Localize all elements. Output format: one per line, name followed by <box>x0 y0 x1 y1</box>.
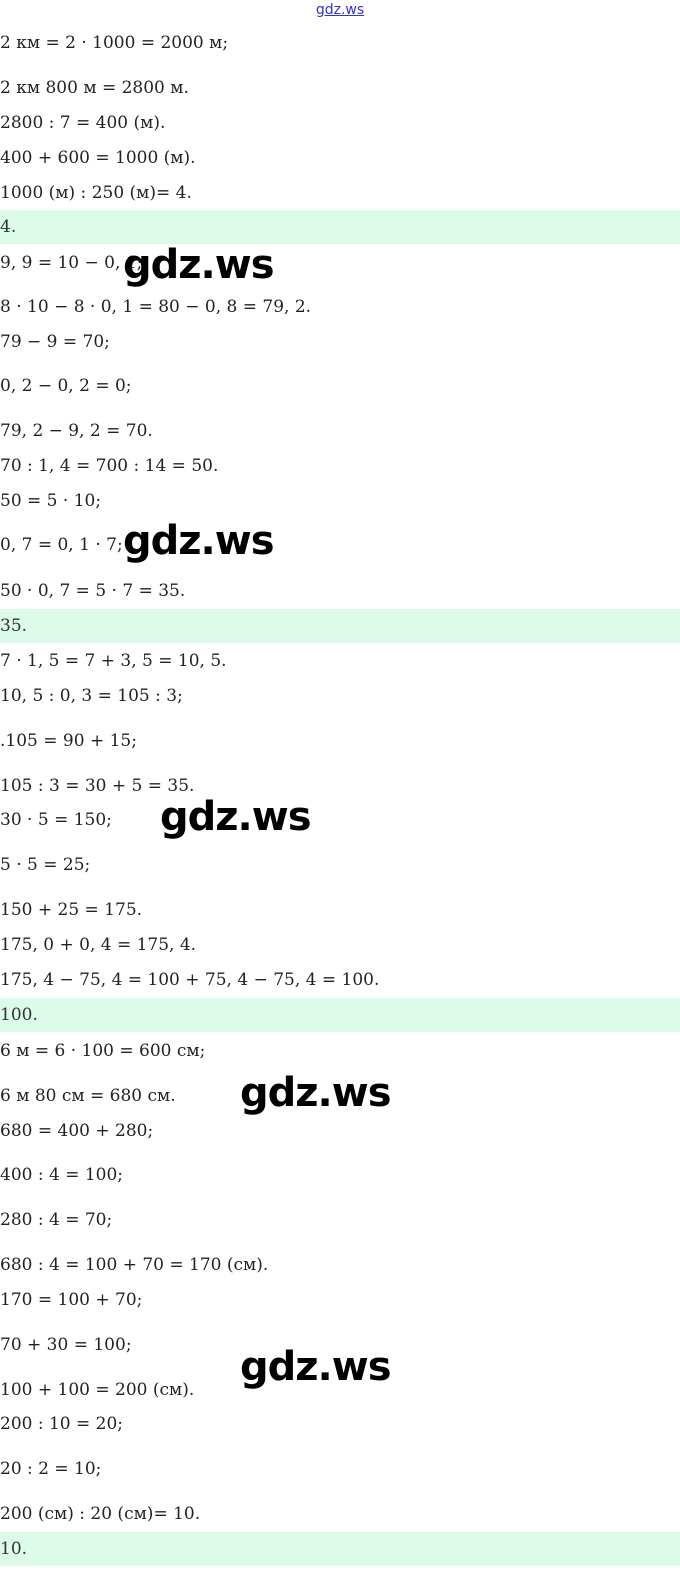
math-line: 50 · 0, 7 = 5 · 7 = 35. <box>0 581 186 601</box>
math-line: 6 м 80 см = 680 см. <box>0 1086 176 1106</box>
answer-text: 35. <box>0 616 28 636</box>
math-line: 0, 7 = 0, 1 · 7; <box>0 535 123 555</box>
watermark: gdz.ws <box>123 518 275 564</box>
watermark: gdz.ws <box>240 1070 392 1116</box>
answer-band: 10. <box>0 1532 680 1566</box>
math-line: 79, 2 − 9, 2 = 70. <box>0 421 153 441</box>
math-line: 1000 (м) : 250 (м)= 4. <box>0 183 192 203</box>
math-line: 100 + 100 = 200 (см). <box>0 1380 195 1400</box>
math-line: 280 : 4 = 70; <box>0 1210 113 1230</box>
math-line: 20 : 2 = 10; <box>0 1459 102 1479</box>
math-line: 6 м = 6 · 100 = 600 см; <box>0 1041 206 1061</box>
math-line: 170 = 100 + 70; <box>0 1290 143 1310</box>
answer-band: 35. <box>0 609 680 643</box>
math-line: 70 : 1, 4 = 700 : 14 = 50. <box>0 456 219 476</box>
answer-text: 10. <box>0 1539 28 1559</box>
answer-band: 4. <box>0 210 680 244</box>
math-line: 200 (см) : 20 (см)= 10. <box>0 1504 201 1524</box>
math-line: 175, 4 − 75, 4 = 100 + 75, 4 − 75, 4 = 1… <box>0 970 380 990</box>
math-line: 10, 5 : 0, 3 = 105 : 3; <box>0 686 183 706</box>
math-line: 680 = 400 + 280; <box>0 1121 154 1141</box>
math-line: 7 · 1, 5 = 7 + 3, 5 = 10, 5. <box>0 651 227 671</box>
math-line: .105 = 90 + 15; <box>0 731 137 751</box>
math-line: 2 км = 2 · 1000 = 2000 м; <box>0 33 229 53</box>
math-line: 79 − 9 = 70; <box>0 332 110 352</box>
math-line: 175, 0 + 0, 4 = 175, 4. <box>0 935 197 955</box>
watermark: gdz.ws <box>160 794 312 840</box>
math-line: 8 · 10 − 8 · 0, 1 = 80 − 0, 8 = 79, 2. <box>0 297 312 317</box>
math-line: 200 : 10 = 20; <box>0 1414 124 1434</box>
math-line: 30 · 5 = 150; <box>0 810 112 830</box>
answer-text: 100. <box>0 1005 38 1025</box>
answer-band: 100. <box>0 998 680 1032</box>
math-line: 400 : 4 = 100; <box>0 1165 124 1185</box>
answer-text: 4. <box>0 217 17 237</box>
math-line: 400 + 600 = 1000 (м). <box>0 148 196 168</box>
watermark: gdz.ws <box>123 242 275 288</box>
math-line: 0, 2 − 0, 2 = 0; <box>0 376 132 396</box>
math-line: 680 : 4 = 100 + 70 = 170 (см). <box>0 1255 269 1275</box>
math-line: 2 км 800 м = 2800 м. <box>0 78 189 98</box>
math-line: 5 · 5 = 25; <box>0 855 91 875</box>
math-line: 9, 9 = 10 − 0, 1; <box>0 253 143 273</box>
site-link[interactable]: gdz.ws <box>315 2 365 18</box>
math-line: 70 + 30 = 100; <box>0 1335 132 1355</box>
math-line: 2800 : 7 = 400 (м). <box>0 113 166 133</box>
math-line: 50 = 5 · 10; <box>0 491 102 511</box>
math-line: 150 + 25 = 175. <box>0 900 143 920</box>
math-line: 105 : 3 = 30 + 5 = 35. <box>0 776 195 796</box>
watermark: gdz.ws <box>240 1344 392 1390</box>
